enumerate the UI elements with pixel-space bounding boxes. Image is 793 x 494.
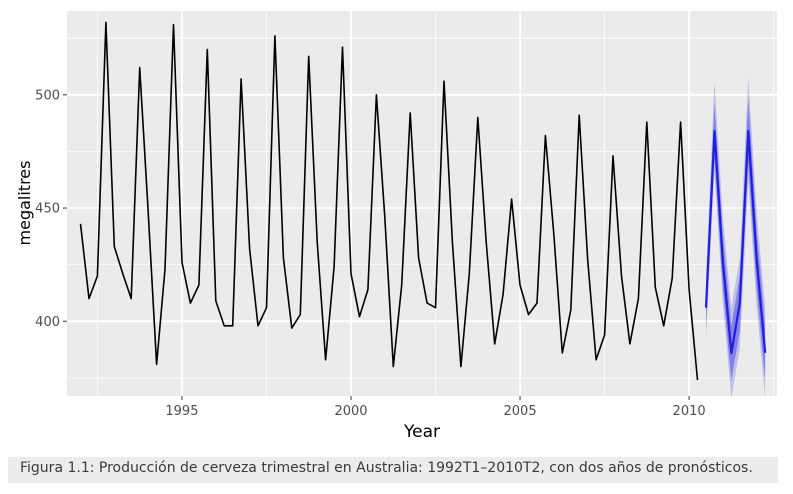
figure-caption: Figura 1.1: Producción de cerveza trimes… <box>8 457 778 483</box>
figure-caption-text: Figura 1.1: Producción de cerveza trimes… <box>20 460 753 476</box>
forecast-series-line <box>704 129 767 355</box>
historical-series-line <box>79 21 699 381</box>
y-tick-label: 500 <box>35 88 60 103</box>
x-tick-label: 1995 <box>165 404 198 419</box>
x-tick-label: 2005 <box>504 404 537 419</box>
y-tick-label: 400 <box>35 315 60 330</box>
y-axis-ticks: 400 450 500 <box>35 88 67 330</box>
x-tick-label: 2000 <box>334 404 367 419</box>
y-axis-label: megalitres <box>15 161 34 246</box>
gridlines <box>67 11 777 396</box>
x-tick-label: 2010 <box>673 404 706 419</box>
x-axis-label: Year <box>403 422 440 440</box>
y-tick-label: 450 <box>35 202 60 217</box>
series-lines <box>79 21 767 381</box>
x-axis-ticks: 1995 2000 2005 2010 <box>165 396 706 419</box>
plot-panel <box>67 11 777 396</box>
beer-production-chart: 1995 2000 2005 2010 400 450 500 Year megalitr… <box>15 11 777 440</box>
